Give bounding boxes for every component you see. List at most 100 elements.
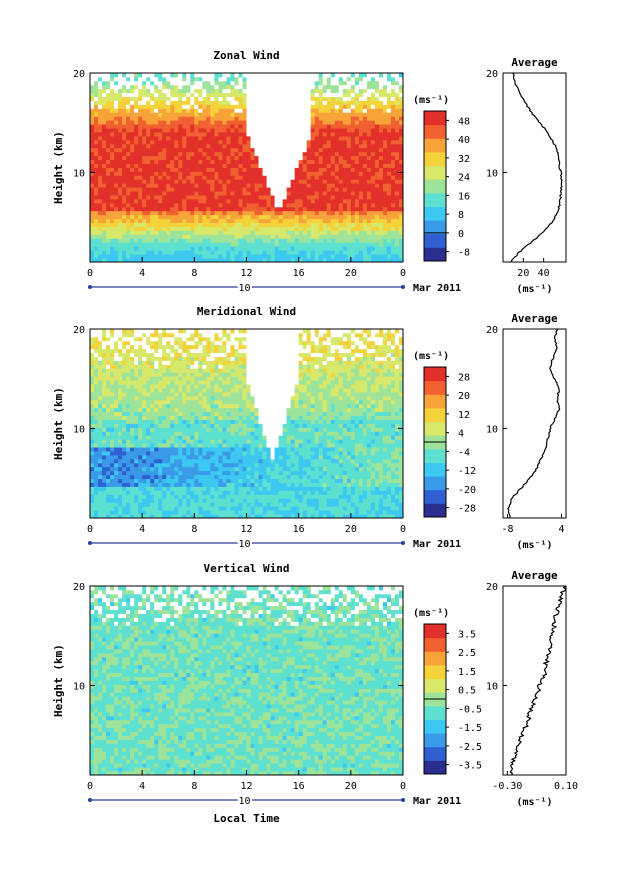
heatmap-cell bbox=[270, 222, 275, 227]
heatmap-cell bbox=[166, 92, 171, 98]
heatmap-cell bbox=[394, 108, 400, 113]
heatmap-cell bbox=[398, 136, 404, 141]
heatmap-cell bbox=[170, 490, 175, 495]
heatmap-cell bbox=[186, 439, 191, 444]
heatmap-cell bbox=[274, 147, 279, 153]
heatmap-cell bbox=[206, 163, 211, 168]
heatmap-cell bbox=[382, 96, 388, 101]
heatmap-cell bbox=[98, 482, 103, 487]
heatmap-cell bbox=[230, 155, 235, 161]
heatmap-cell bbox=[386, 210, 392, 216]
heatmap-cell bbox=[390, 112, 396, 117]
heatmap-cell bbox=[362, 175, 368, 180]
heatmap-cell bbox=[90, 222, 95, 227]
heatmap-cell bbox=[326, 96, 332, 101]
heatmap-cell bbox=[218, 96, 223, 101]
heatmap-cell bbox=[162, 403, 167, 409]
heatmap-cell bbox=[142, 250, 147, 255]
heatmap-cell bbox=[342, 191, 348, 196]
heatmap-cell bbox=[222, 258, 227, 263]
heatmap-cell bbox=[118, 439, 123, 444]
heatmap-cell bbox=[214, 199, 219, 204]
heatmap-cell bbox=[106, 175, 111, 180]
heatmap-cell bbox=[310, 92, 316, 98]
heatmap-cell bbox=[194, 187, 199, 192]
heatmap-cell bbox=[150, 388, 155, 393]
heatmap-cell bbox=[162, 431, 167, 436]
heatmap-cell bbox=[234, 242, 239, 247]
heatmap-cell bbox=[170, 478, 175, 483]
heatmap-cell bbox=[306, 139, 312, 145]
heatmap-cell bbox=[314, 218, 320, 224]
heatmap-cell bbox=[342, 254, 348, 259]
heatmap-cell bbox=[102, 498, 107, 503]
heatmap-cell bbox=[318, 112, 324, 117]
heatmap-cell bbox=[106, 447, 111, 452]
heatmap-cell bbox=[134, 73, 139, 78]
heatmap-cell bbox=[238, 143, 243, 149]
heatmap-cell bbox=[102, 112, 107, 117]
heatmap-cell bbox=[106, 258, 111, 263]
heatmap-cell bbox=[202, 108, 207, 113]
heatmap-cell bbox=[110, 195, 115, 200]
heatmap-cell bbox=[154, 73, 159, 78]
heatmap-cell bbox=[106, 183, 111, 188]
heatmap-cell bbox=[310, 234, 316, 239]
heatmap-cell bbox=[162, 242, 167, 247]
heatmap-cell bbox=[366, 76, 372, 82]
heatmap-cell bbox=[194, 124, 199, 129]
heatmap-cell bbox=[234, 210, 239, 216]
heatmap-cell bbox=[170, 348, 175, 354]
heatmap-cell bbox=[90, 368, 95, 373]
heatmap-cell bbox=[154, 498, 159, 503]
heatmap-cell bbox=[114, 399, 119, 405]
heatmap-cell bbox=[190, 250, 195, 255]
heatmap-cell bbox=[382, 143, 388, 149]
heatmap-cell bbox=[322, 116, 328, 121]
heatmap-cell bbox=[130, 210, 135, 216]
heatmap-cell bbox=[162, 466, 167, 472]
heatmap-cell bbox=[254, 163, 259, 168]
heatmap-cell bbox=[138, 163, 143, 168]
heatmap-cell bbox=[310, 120, 316, 125]
heatmap-cell bbox=[154, 167, 159, 172]
heatmap-cell bbox=[134, 171, 139, 176]
heatmap-cell bbox=[206, 238, 211, 243]
heatmap-cell bbox=[142, 490, 147, 495]
heatmap-cell bbox=[330, 84, 336, 90]
heatmap-cell bbox=[302, 242, 308, 247]
heatmap-cell bbox=[122, 392, 127, 397]
heatmap-cell bbox=[150, 250, 155, 255]
heatmap-cell bbox=[130, 490, 135, 495]
heatmap-cell bbox=[158, 498, 163, 503]
heatmap-cell bbox=[134, 155, 139, 161]
heatmap-cell bbox=[194, 191, 199, 196]
heatmap-cell bbox=[142, 246, 147, 251]
heatmap-cell bbox=[362, 151, 368, 157]
heatmap-cell bbox=[170, 372, 175, 377]
heatmap-cell bbox=[130, 159, 135, 164]
heatmap-cell bbox=[154, 470, 159, 476]
heatmap-cell bbox=[174, 104, 179, 109]
heatmap-cell bbox=[142, 254, 147, 259]
heatmap-cell bbox=[130, 380, 135, 385]
heatmap-cell bbox=[178, 376, 183, 381]
heatmap-cell bbox=[238, 108, 243, 113]
heatmap-cell bbox=[138, 234, 143, 239]
heatmap-cell bbox=[246, 254, 251, 259]
heatmap-cell bbox=[230, 258, 235, 263]
heatmap-cell bbox=[282, 254, 288, 259]
heatmap-cell bbox=[122, 202, 127, 208]
heatmap-cell bbox=[314, 92, 320, 98]
heatmap-cell bbox=[178, 395, 183, 401]
heatmap-cell bbox=[134, 143, 139, 149]
heatmap-cell bbox=[170, 403, 175, 409]
heatmap-cell bbox=[354, 132, 360, 137]
heatmap-cell bbox=[198, 155, 203, 161]
heatmap-cell bbox=[174, 250, 179, 255]
heatmap-cell bbox=[202, 254, 207, 259]
heatmap-cell bbox=[134, 246, 139, 251]
heatmap-cell bbox=[314, 187, 320, 192]
heatmap-cell bbox=[310, 242, 316, 247]
heatmap-cell bbox=[394, 250, 400, 255]
